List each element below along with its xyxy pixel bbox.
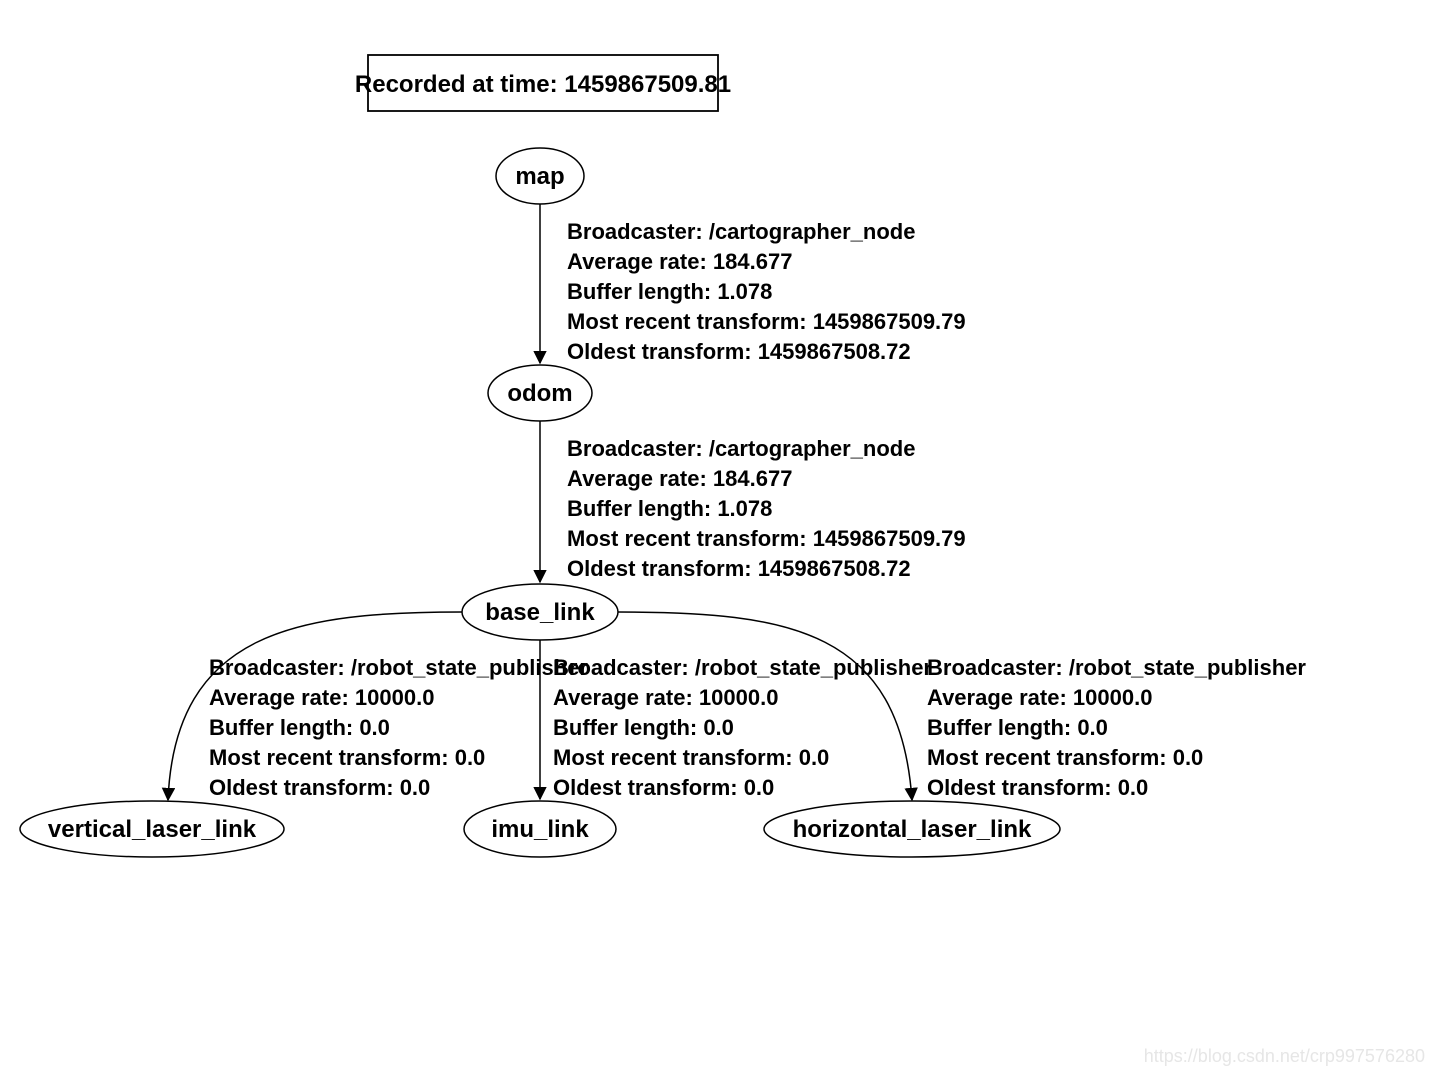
node-vertical-laser-link-label: vertical_laser_link xyxy=(48,816,257,843)
recorded-at-box: Recorded at time: 1459867509.81 xyxy=(355,55,731,111)
edge-base-vertical-oldest: Oldest transform: 0.0 xyxy=(209,775,430,800)
edge-base-horizontal-recent: Most recent transform: 0.0 xyxy=(927,745,1203,770)
edge-base-imu-oldest: Oldest transform: 0.0 xyxy=(553,775,774,800)
edge-base-horizontal-rate: Average rate: 10000.0 xyxy=(927,685,1152,710)
recorded-at-text: Recorded at time: 1459867509.81 xyxy=(355,71,731,98)
edge-base-vertical-recent: Most recent transform: 0.0 xyxy=(209,745,485,770)
edge-base-vertical-buffer: Buffer length: 0.0 xyxy=(209,715,390,740)
node-horizontal-laser-link-label: horizontal_laser_link xyxy=(793,816,1032,843)
edge-odom-base: Broadcaster: /cartographer_node Average … xyxy=(540,421,966,582)
node-odom-label: odom xyxy=(507,380,572,407)
edge-base-imu-broadcaster: Broadcaster: /robot_state_publisher xyxy=(553,655,932,680)
node-vertical-laser-link: vertical_laser_link xyxy=(20,801,284,857)
edge-base-imu-recent: Most recent transform: 0.0 xyxy=(553,745,829,770)
node-odom: odom xyxy=(488,365,592,421)
edge-base-imu: Broadcaster: /robot_state_publisher Aver… xyxy=(540,640,932,800)
node-map: map xyxy=(496,148,584,204)
edge-map-odom-buffer: Buffer length: 1.078 xyxy=(567,279,772,304)
node-horizontal-laser-link: horizontal_laser_link xyxy=(764,801,1060,857)
edge-map-odom-broadcaster: Broadcaster: /cartographer_node xyxy=(567,219,915,244)
edge-odom-base-buffer: Buffer length: 1.078 xyxy=(567,496,772,521)
edge-map-odom: Broadcaster: /cartographer_node Average … xyxy=(540,204,966,364)
edge-base-imu-buffer: Buffer length: 0.0 xyxy=(553,715,734,740)
edge-odom-base-oldest: Oldest transform: 1459867508.72 xyxy=(567,556,911,581)
edge-map-odom-recent: Most recent transform: 1459867509.79 xyxy=(567,309,966,334)
edge-base-vertical-broadcaster: Broadcaster: /robot_state_publisher xyxy=(209,655,588,680)
edge-base-horizontal-broadcaster: Broadcaster: /robot_state_publisher xyxy=(927,655,1306,680)
edge-map-odom-rate: Average rate: 184.677 xyxy=(567,249,792,274)
edge-base-vertical-rate: Average rate: 10000.0 xyxy=(209,685,434,710)
watermark: https://blog.csdn.net/crp997576280 xyxy=(1144,1046,1425,1067)
node-imu-link-label: imu_link xyxy=(491,816,589,843)
node-base-link: base_link xyxy=(462,584,618,640)
node-imu-link: imu_link xyxy=(464,801,616,857)
edge-map-odom-oldest: Oldest transform: 1459867508.72 xyxy=(567,339,911,364)
edge-odom-base-broadcaster: Broadcaster: /cartographer_node xyxy=(567,436,915,461)
edge-base-horizontal-buffer: Buffer length: 0.0 xyxy=(927,715,1108,740)
edge-base-horizontal-oldest: Oldest transform: 0.0 xyxy=(927,775,1148,800)
node-map-label: map xyxy=(515,163,564,190)
edge-base-imu-rate: Average rate: 10000.0 xyxy=(553,685,778,710)
edge-odom-base-rate: Average rate: 184.677 xyxy=(567,466,792,491)
node-base-link-label: base_link xyxy=(485,599,595,626)
edge-odom-base-recent: Most recent transform: 1459867509.79 xyxy=(567,526,966,551)
